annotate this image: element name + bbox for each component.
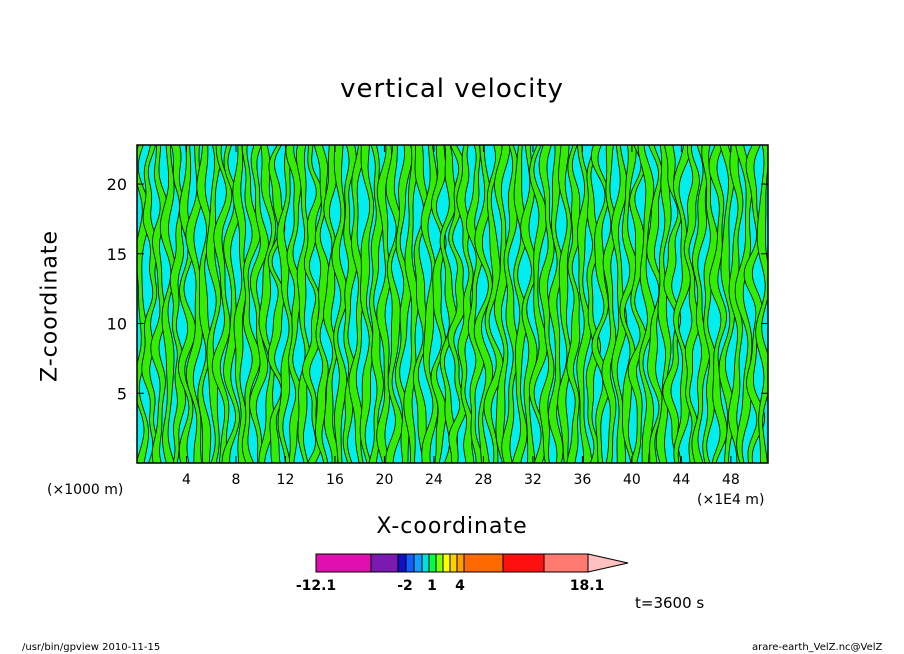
contour-region <box>718 145 736 463</box>
contour-region <box>456 145 475 463</box>
y-tick-label: 20 <box>107 175 127 194</box>
colorbar-segment <box>421 553 430 573</box>
contour-region <box>211 145 233 463</box>
contour-region <box>501 145 521 463</box>
contour-region <box>302 145 323 463</box>
colorbar-segment <box>543 553 589 573</box>
x-axis-unit-right: (×1E4 m) <box>697 492 765 508</box>
y-tick-label: 5 <box>117 384 127 403</box>
x-tick-label: 28 <box>475 472 493 488</box>
colorbar-label: 18.1 <box>569 578 605 594</box>
contour-region <box>728 145 744 463</box>
x-tick-label: 36 <box>573 472 591 488</box>
colorbar-label: 1 <box>427 578 437 594</box>
contour-region <box>755 145 768 463</box>
contour-region <box>691 145 711 463</box>
colorbar-segment <box>456 553 465 573</box>
contour-region <box>538 145 555 463</box>
contour-region <box>528 145 548 463</box>
contour-region <box>683 145 701 463</box>
colorbar-segment <box>397 553 407 573</box>
colorbar-segment <box>502 553 545 573</box>
contour-region <box>232 145 248 463</box>
contour-field <box>137 145 768 463</box>
contour-region <box>566 145 581 463</box>
x-tick-label: 48 <box>722 472 740 488</box>
plot-frame <box>136 144 769 464</box>
footer-program-date: /usr/bin/gpview 2010-11-15 <box>22 642 161 653</box>
x-tick-label: 20 <box>376 472 394 488</box>
x-axis-ticks: 4 8 12 16 20 24 28 32 36 40 44 48 <box>182 145 740 488</box>
x-tick-label: 40 <box>623 472 641 488</box>
contour-region <box>447 145 468 463</box>
colorbar <box>315 553 629 573</box>
colorbar-label: -2 <box>397 578 413 594</box>
x-tick-label: 16 <box>326 472 344 488</box>
colorbar-segment <box>449 553 458 573</box>
contour-region <box>241 145 261 463</box>
contour-region <box>394 145 413 463</box>
colorbar-label: 4 <box>455 578 465 594</box>
colorbar-segment <box>413 553 423 573</box>
contour-region <box>548 145 564 463</box>
contour-region <box>646 145 665 463</box>
x-tick-label: 8 <box>232 472 241 488</box>
x-tick-label: 24 <box>425 472 443 488</box>
x-axis-unit-left: (×1000 m) <box>47 482 124 498</box>
x-tick-label: 32 <box>524 472 542 488</box>
colorbar-segment <box>463 553 504 573</box>
contour-region <box>376 145 392 463</box>
contour-region <box>473 145 494 463</box>
contour-region <box>655 145 672 463</box>
colorbar-segment <box>315 553 372 573</box>
contour-region <box>159 145 176 463</box>
contour-region <box>557 145 572 463</box>
x-tick-label: 44 <box>672 472 690 488</box>
contour-region <box>368 145 385 463</box>
colorbar-segment <box>428 553 437 573</box>
contour-region <box>420 145 439 463</box>
contour-region <box>359 145 375 463</box>
footer-source-file: arare-earth_VelZ.nc@VelZ <box>752 642 883 653</box>
contour-region <box>403 145 421 463</box>
contour-region <box>439 145 459 463</box>
contour-region <box>285 145 304 463</box>
time-annotation: t=3600 s <box>635 594 705 612</box>
chart-title: vertical velocity <box>340 74 564 104</box>
y-axis-label: Z-coordinate <box>37 230 63 382</box>
contour-region <box>619 145 639 463</box>
contour-region <box>520 145 538 463</box>
contour-region <box>662 145 683 463</box>
y-tick-label: 10 <box>107 315 127 334</box>
contour-region <box>331 145 349 463</box>
contour-region <box>576 145 592 463</box>
contour-region <box>430 145 447 463</box>
contour-region <box>221 145 242 463</box>
colorbar-segment <box>435 553 444 573</box>
contour-region <box>276 145 295 463</box>
x-tick-label: 12 <box>277 472 295 488</box>
plot-area <box>136 144 769 464</box>
colorbar-label: -12.1 <box>295 578 337 594</box>
colorbar-segment <box>405 553 415 573</box>
colorbar-segment <box>370 553 399 573</box>
contour-region <box>313 145 330 463</box>
contour-region <box>348 145 367 463</box>
y-tick-label: 15 <box>107 245 127 264</box>
contour-region <box>611 145 628 463</box>
x-axis-label: X-coordinate <box>376 514 528 539</box>
contour-region <box>185 145 203 463</box>
x-tick-label: 4 <box>182 472 191 488</box>
colorbar-extend-arrow <box>587 553 629 573</box>
y-axis-ticks: 5 10 15 20 <box>107 175 768 403</box>
colorbar-segment <box>442 553 451 573</box>
